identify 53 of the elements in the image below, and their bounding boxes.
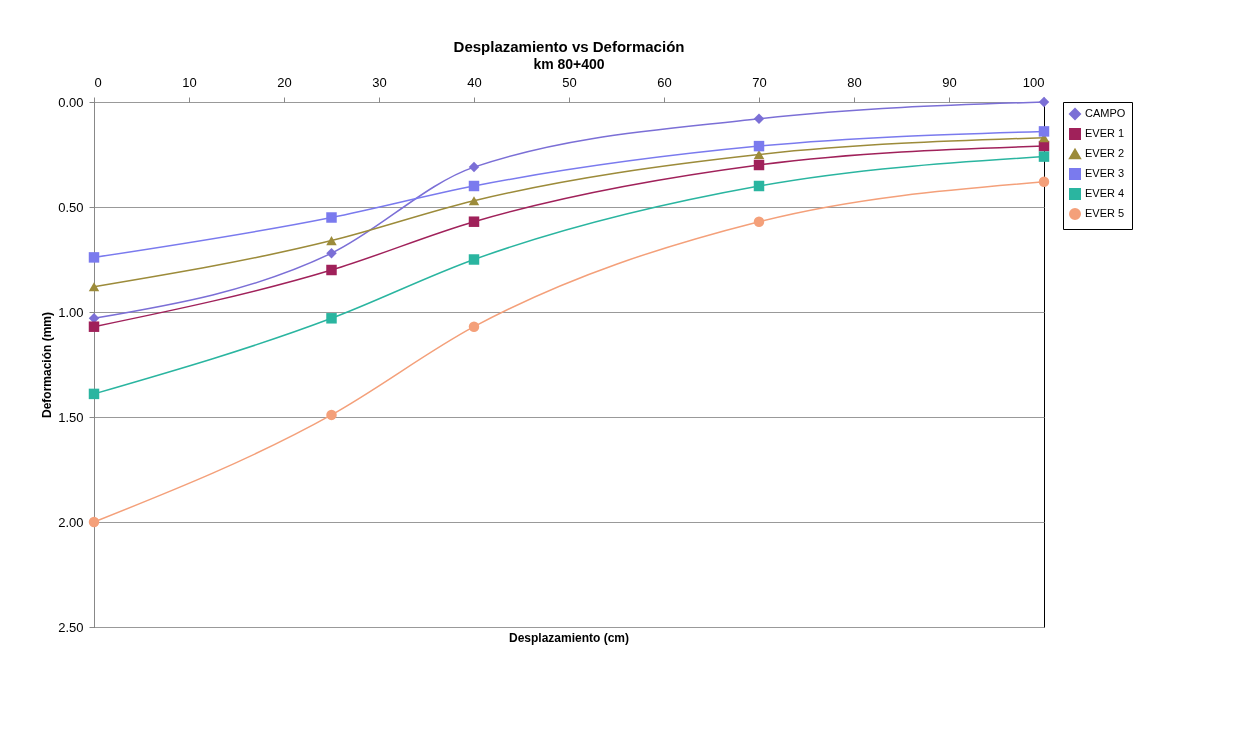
y-axis-title: Deformación (mm) [40,311,55,419]
point [88,282,100,292]
legend-label: EVER 4 [1085,187,1125,199]
y-tick-label: 1.00 [58,304,84,320]
point [753,216,765,227]
point [468,254,480,265]
point [88,252,100,263]
y-tick-label: 0.00 [58,94,84,110]
point [1038,151,1050,162]
y-tick-label: 1.50 [58,409,84,425]
x-tick-label: 90 [942,74,957,90]
legend-label: EVER 3 [1085,167,1125,179]
point [1038,96,1050,108]
point [88,321,100,332]
point [326,313,337,324]
point [326,409,337,421]
x-tick-label: 60 [657,74,672,90]
x-tick-label: 10 [182,74,197,90]
point [326,212,337,223]
y-tick-label: 2.50 [58,619,84,635]
x-tick-label: 50 [562,74,577,90]
x-tick-label: 80 [847,74,862,90]
point [753,159,765,171]
chart-title: Desplazamiento vs Deformación [453,38,685,55]
point [753,140,765,152]
y-tick-label: 0.50 [58,199,84,215]
x-tick-label: 100 [1022,74,1045,90]
y-tick-label: 2.00 [58,514,84,530]
x-tick-label: 20 [277,74,292,90]
point [1038,126,1050,137]
x-tick-label: 40 [467,74,482,90]
point [326,247,337,259]
point [326,236,337,246]
chart-subtitle: km 80+400 [533,56,605,72]
point [468,321,480,332]
legend-label: EVER 1 [1085,127,1125,139]
point [753,113,765,125]
x-tick-label: 0 [94,74,102,90]
point [88,388,100,400]
point [468,161,480,173]
legend-label: EVER 5 [1085,207,1125,219]
x-tick-label: 70 [752,74,767,90]
point [326,264,337,276]
point [1038,176,1050,188]
point [468,196,480,206]
x-axis-title: Desplazamiento (cm) [508,631,630,645]
point [468,216,480,227]
legend-label: CAMPO [1085,107,1126,119]
point [753,180,765,192]
legend-label: EVER 2 [1085,147,1125,159]
point [468,180,480,192]
point [88,516,100,528]
x-tick-label: 30 [372,74,387,90]
